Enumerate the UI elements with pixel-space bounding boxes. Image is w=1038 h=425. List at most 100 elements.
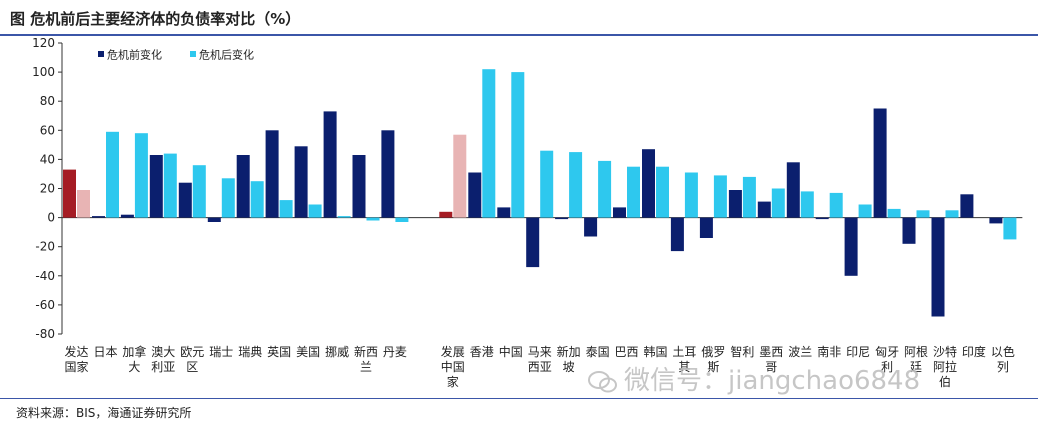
bar-pre <box>613 207 626 218</box>
x-tick-label: 区 <box>186 360 198 374</box>
bar-pre <box>149 155 163 218</box>
bar-post <box>771 188 785 218</box>
y-tick-label: -20 <box>35 240 55 254</box>
bar-post <box>395 217 409 222</box>
chart-title: 图 危机前后主要经济体的负债率对比（%） <box>10 10 301 28</box>
x-tick-label: 国家 <box>64 359 88 374</box>
bar-pre <box>844 217 858 276</box>
bar-post <box>627 166 640 218</box>
bar-post <box>511 72 525 218</box>
bar-pre <box>555 217 569 220</box>
y-tick-label: -80 <box>35 327 55 341</box>
bottom-rule <box>0 398 1038 399</box>
x-tick-label: 澳大 <box>151 345 175 359</box>
bar-pre <box>989 217 1003 224</box>
x-tick-label: 英国 <box>267 345 291 359</box>
x-tick-label: 马来 <box>528 345 552 359</box>
x-tick-label: 南非 <box>817 344 841 359</box>
x-tick-label: 西亚 <box>528 360 552 374</box>
y-tick-label: 40 <box>40 152 55 166</box>
bar-post <box>656 166 669 218</box>
bar-pre <box>728 190 742 218</box>
bar-pre <box>178 182 192 218</box>
bar-pre <box>931 217 945 317</box>
x-tick-label: 加拿 <box>122 344 146 359</box>
y-tick-label: 120 <box>32 36 55 50</box>
bars <box>63 69 1017 317</box>
bar-post <box>1003 217 1017 240</box>
x-tick-label: 香港 <box>470 345 494 359</box>
bar-post <box>221 178 235 218</box>
x-tick-label: 坡 <box>563 360 575 374</box>
legend-label-post: 危机后变化 <box>199 48 254 62</box>
x-tick-label: 伯 <box>939 374 951 389</box>
x-tick-label: 斯 <box>707 360 719 374</box>
source-note: 资料来源：BIS，海通证券研究所 <box>16 406 192 420</box>
bar-pre <box>699 217 713 238</box>
bar-post <box>453 134 467 218</box>
bar-post <box>916 210 930 218</box>
bar-post <box>192 165 206 218</box>
bar-pre <box>902 217 916 244</box>
bar-pre <box>757 201 771 218</box>
x-tick-label: 列 <box>997 360 1009 374</box>
bar-pre <box>265 130 279 218</box>
bar-pre <box>92 216 105 218</box>
bar-pre <box>323 111 337 218</box>
bar-pre <box>120 214 134 218</box>
bar-post <box>829 192 843 218</box>
bar-post <box>337 216 351 218</box>
bar-pre <box>642 149 655 218</box>
bar-pre <box>960 194 974 218</box>
bar-pre <box>439 211 453 218</box>
x-tick-label: 俄罗 <box>701 345 725 359</box>
bar-post <box>540 150 554 218</box>
bar-pre <box>584 217 598 237</box>
x-tick-label: 欧元 <box>180 345 204 359</box>
legend: 危机前变化 危机后变化 <box>98 48 254 62</box>
bar-post <box>279 200 293 218</box>
x-tick-label: 中国 <box>441 359 465 374</box>
x-tick-label: 廷 <box>910 360 922 374</box>
x-tick-label: 智利 <box>730 344 754 359</box>
watermark: 微信号：jiangchao6848 <box>588 360 920 397</box>
x-tick-label: 日本 <box>93 345 117 359</box>
y-tick-label: -60 <box>35 298 55 312</box>
bar-post <box>366 217 380 221</box>
bar-post <box>800 191 814 218</box>
legend-label-pre: 危机前变化 <box>107 48 162 62</box>
x-tick-label: 泰国 <box>586 345 610 359</box>
watermark-text: 微信号：jiangchao6848 <box>624 366 921 396</box>
x-tick-label: 沙特 <box>933 344 957 359</box>
bar-post <box>945 210 959 218</box>
bar-post <box>713 175 727 218</box>
legend-swatch-pre <box>98 51 104 57</box>
bar-pre <box>352 155 366 218</box>
y-tick-label: 80 <box>40 94 55 108</box>
x-tick-label: 墨西 <box>759 345 783 359</box>
x-tick-label: 巴西 <box>614 345 638 359</box>
x-tick-label: 新加 <box>557 344 581 359</box>
bar-pre <box>63 169 76 218</box>
bar-pre <box>381 130 395 218</box>
x-tick-label: 大 <box>128 360 140 374</box>
bar-post <box>308 204 322 218</box>
y-tick-label: 20 <box>40 182 55 196</box>
bar-post <box>598 160 612 218</box>
x-tick-label: 韩国 <box>643 344 667 359</box>
legend-swatch-post <box>190 51 196 57</box>
x-tick-label: 挪威 <box>325 345 349 359</box>
x-tick-label: 丹麦 <box>383 345 407 359</box>
bar-pre <box>207 217 221 222</box>
bar-pre <box>294 146 308 218</box>
y-tick-label: 100 <box>32 65 55 79</box>
bar-post <box>569 152 583 218</box>
x-tick-label: 美国 <box>296 345 320 359</box>
y-tick-label: 0 <box>47 211 55 225</box>
title-rule <box>0 34 1038 36</box>
x-tick-label: 阿拉 <box>933 359 957 374</box>
bar-pre <box>497 207 511 218</box>
x-tick-label: 兰 <box>360 360 372 374</box>
x-tick-label: 土耳 <box>672 345 696 359</box>
